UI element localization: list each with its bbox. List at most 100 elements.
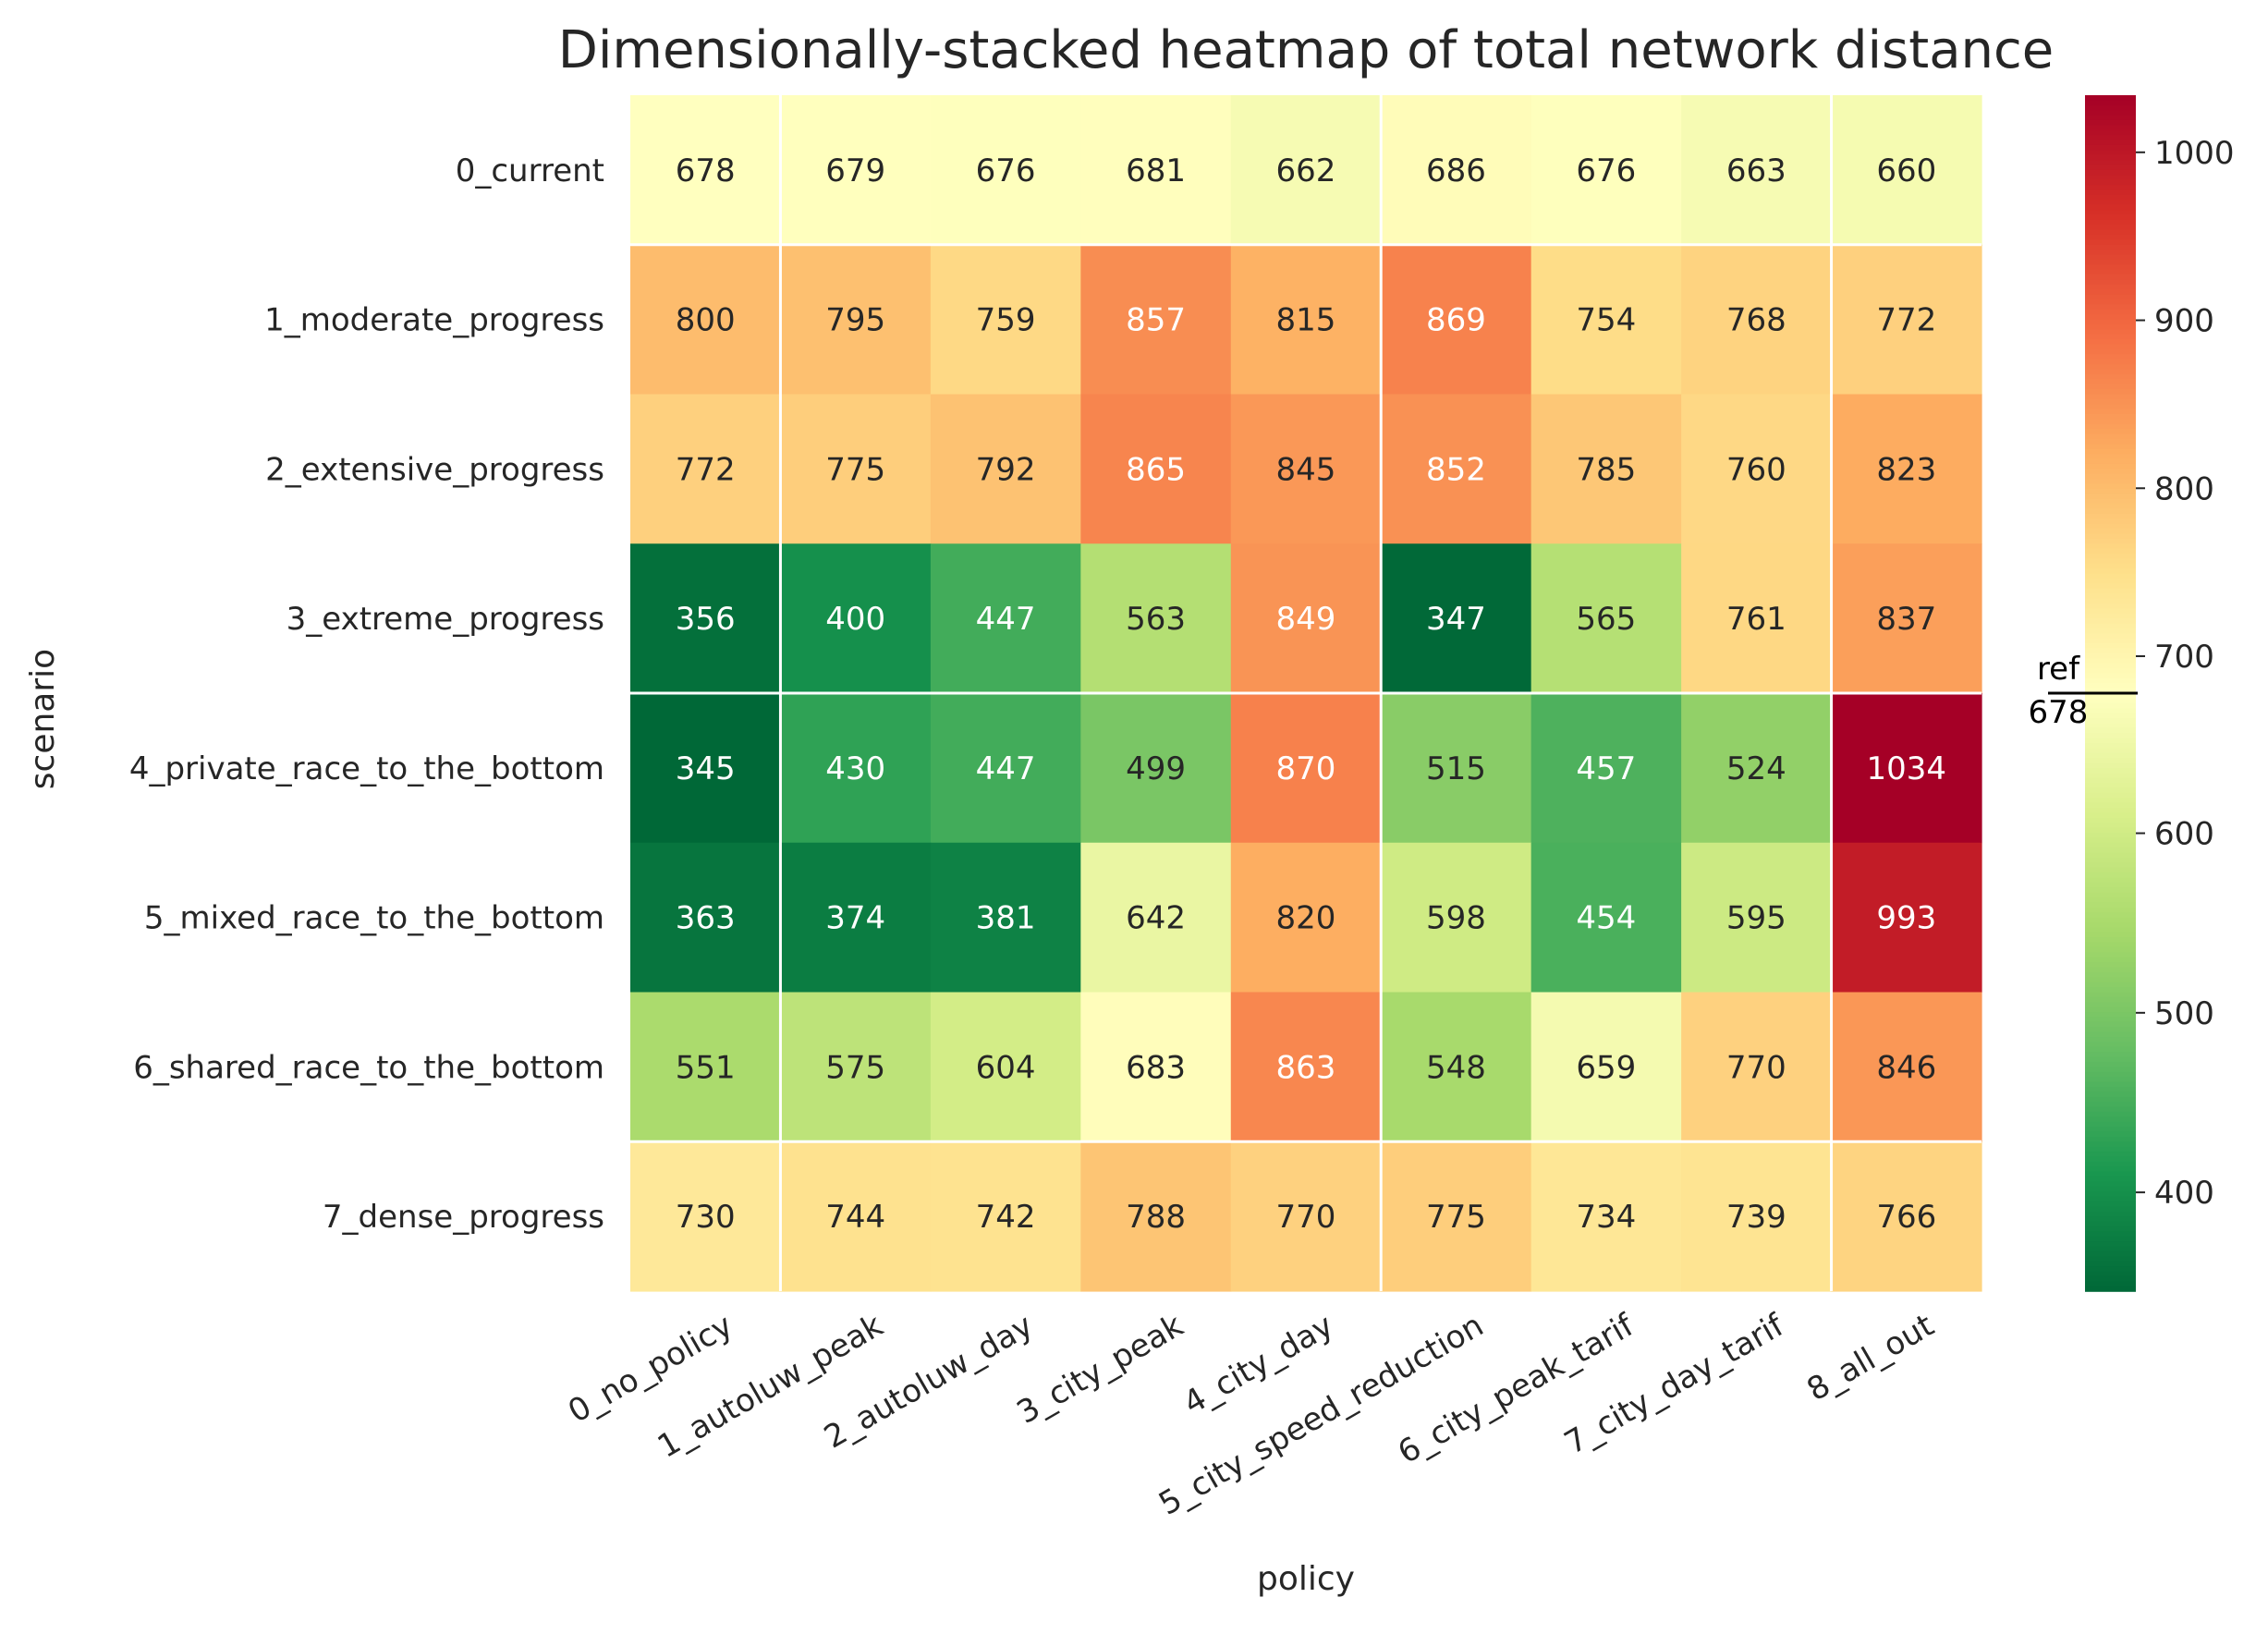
cell-value-label: 563 — [1126, 601, 1186, 638]
colorbar-segment — [2085, 334, 2136, 340]
cell-value-label: 447 — [976, 750, 1036, 787]
cell-value-label: 642 — [1126, 900, 1186, 937]
heatmap-cell — [780, 244, 932, 396]
cell-value-label: 381 — [976, 900, 1036, 937]
colorbar-segment — [2085, 414, 2136, 421]
heatmap-cell — [1831, 543, 1982, 694]
colorbar-segment — [2085, 454, 2136, 460]
colorbar-segment — [2085, 1206, 2136, 1213]
colorbar-segment — [2085, 817, 2136, 823]
colorbar-segment — [2085, 1171, 2136, 1177]
heatmap-cell — [930, 842, 1081, 994]
colorbar-segment — [2085, 847, 2136, 854]
cell-value-label: 683 — [1126, 1049, 1186, 1086]
colorbar-segment — [2085, 229, 2136, 236]
colorbar-segment — [2085, 359, 2136, 365]
colorbar-segment — [2085, 967, 2136, 973]
cell-value-label: 454 — [1576, 900, 1636, 937]
colorbar-segment — [2085, 942, 2136, 948]
colorbar-segment — [2085, 643, 2136, 650]
cell-value-label: 865 — [1126, 451, 1186, 488]
cell-value-label: 663 — [1726, 152, 1786, 189]
colorbar-segment — [2085, 513, 2136, 520]
colorbar-segment — [2085, 319, 2136, 325]
colorbar-segment — [2085, 473, 2136, 480]
heatmap-cell — [630, 992, 782, 1142]
cell-value-label: 770 — [1726, 1049, 1786, 1086]
colorbar-segment — [2085, 962, 2136, 969]
colorbar-segment — [2085, 210, 2136, 216]
colorbar-segment — [2085, 708, 2136, 714]
colorbar-segment — [2085, 1181, 2136, 1188]
colorbar-segment — [2085, 1052, 2136, 1058]
colorbar-segment — [2085, 225, 2136, 231]
cell-value-label: 759 — [976, 302, 1036, 339]
cell-value-label: 742 — [976, 1199, 1036, 1236]
reference-label: ref — [2037, 651, 2080, 688]
colorbar-segment — [2085, 882, 2136, 889]
heatmap-cell — [630, 842, 782, 994]
cell-value-label: 676 — [1576, 152, 1636, 189]
colorbar-segment — [2085, 1241, 2136, 1248]
heatmap-cell — [1230, 1141, 1382, 1292]
colorbar-segment — [2085, 239, 2136, 246]
colorbar-segment — [2085, 339, 2136, 346]
colorbar-segment — [2085, 329, 2136, 335]
colorbar-segment — [2085, 404, 2136, 410]
colorbar-segment — [2085, 1021, 2136, 1029]
colorbar-segment — [2085, 658, 2136, 665]
cell-value-label: 734 — [1576, 1199, 1636, 1236]
heatmap-cell — [1681, 992, 1833, 1142]
colorbar-segment — [2085, 957, 2136, 963]
colorbar-segment — [2085, 423, 2136, 431]
colorbar-segment — [2085, 264, 2136, 271]
colorbar-segment — [2085, 677, 2136, 685]
colorbar-segment — [2085, 1152, 2136, 1158]
colorbar-segment — [2085, 823, 2136, 829]
colorbar-segment — [2085, 798, 2136, 804]
y-tick-label: 6_shared_race_to_the_bottom — [133, 1049, 604, 1086]
colorbar-segment — [2085, 135, 2136, 141]
cell-value-label: 363 — [676, 900, 736, 937]
cell-value-label: 345 — [676, 750, 736, 787]
colorbar-segment — [2085, 907, 2136, 914]
cell-value-label: 660 — [1876, 152, 1936, 189]
colorbar-segment — [2085, 1127, 2136, 1133]
cell-value-label: 775 — [825, 451, 885, 488]
cell-value-label: 1034 — [1867, 750, 1947, 787]
colorbar-segment — [2085, 1156, 2136, 1163]
cell-separators — [630, 95, 1981, 1291]
cell-value-label: 785 — [1576, 451, 1636, 488]
colorbar-segment — [2085, 767, 2136, 774]
heatmap-cell — [1381, 543, 1532, 694]
colorbar-segment — [2085, 742, 2136, 750]
colorbar-segment — [2085, 324, 2136, 331]
colorbar-segment — [2085, 254, 2136, 261]
colorbar-segment — [2085, 773, 2136, 779]
cell-value-label: 457 — [1576, 750, 1636, 787]
heatmap-cell — [1381, 842, 1532, 994]
heatmap-cell — [1080, 394, 1232, 544]
cell-value-label: 837 — [1876, 601, 1936, 638]
heatmap-cell — [930, 1141, 1081, 1292]
colorbar-segment — [2085, 812, 2136, 819]
colorbar-segment — [2085, 284, 2136, 291]
cell-value-label: 846 — [1876, 1049, 1936, 1086]
heatmap-cell — [1530, 394, 1682, 544]
heatmap-cell — [1831, 992, 1982, 1142]
heatmap-cell — [780, 394, 932, 544]
colorbar-tick-label: 400 — [2154, 1175, 2214, 1212]
colorbar-segment — [2085, 259, 2136, 266]
colorbar-segment — [2085, 1061, 2136, 1068]
cell-value-label: 857 — [1126, 302, 1186, 339]
colorbar-segment — [2085, 777, 2136, 784]
colorbar-segment — [2085, 808, 2136, 814]
colorbar-segment — [2085, 504, 2136, 510]
cell-value-label: 662 — [1276, 152, 1336, 189]
cell-value-label: 678 — [676, 152, 736, 189]
heatmap-cell — [1080, 543, 1232, 694]
cell-value-label: 356 — [676, 601, 736, 638]
colorbar-segment — [2085, 1281, 2136, 1287]
